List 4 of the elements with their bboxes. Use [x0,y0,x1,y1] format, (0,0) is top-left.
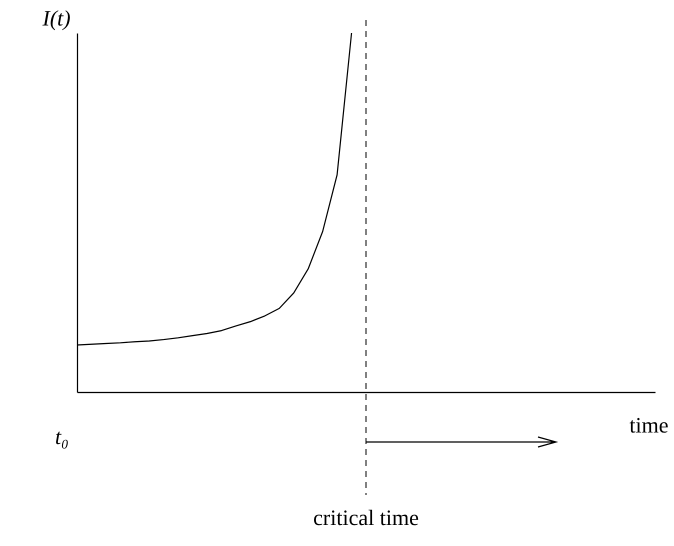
x-axis-title: time [629,412,668,438]
text: critical time [313,505,419,530]
text: t₀ [55,424,69,449]
y-axis-title: I(t) [42,6,71,30]
